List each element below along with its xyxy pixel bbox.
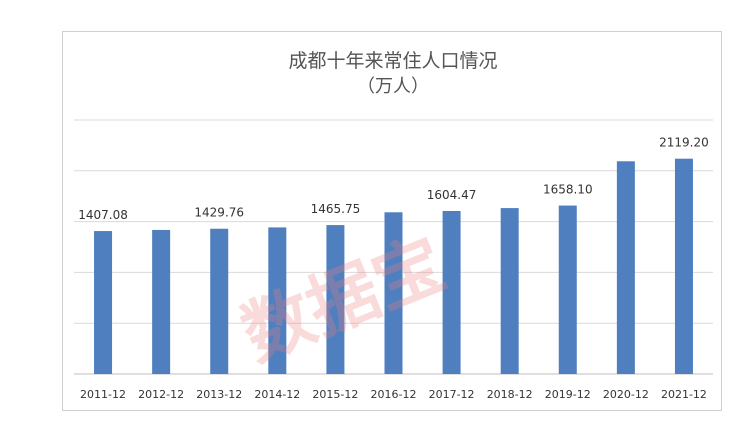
- bar-2011-12: [94, 231, 113, 374]
- x-tick-2018-12: 2018-12: [487, 388, 533, 401]
- x-tick-2021-12: 2021-12: [661, 388, 707, 401]
- data-label-2019-12: 1658.10: [543, 183, 593, 197]
- data-label-2021-12: 2119.20: [659, 136, 709, 150]
- data-labels: 1407.08 1429.76 1465.75 1604.47 1658.10 2119.…: [78, 136, 709, 222]
- bar-2017-12: [442, 210, 461, 374]
- x-tick-2012-12: 2012-12: [138, 388, 184, 401]
- bar-2016-12: [384, 212, 403, 374]
- x-tick-2017-12: 2017-12: [429, 388, 475, 401]
- data-label-2015-12: 1465.75: [311, 202, 361, 216]
- bar-2021-12: [674, 158, 693, 374]
- data-label-2011-12: 1407.08: [78, 208, 128, 222]
- chart-title: 成都十年来常住人口情况: [288, 50, 497, 72]
- x-tick-2020-12: 2020-12: [603, 388, 649, 401]
- data-label-2017-12: 1604.47: [427, 188, 477, 202]
- chart-subtitle: （万人）: [357, 76, 429, 97]
- x-tick-2015-12: 2015-12: [312, 388, 358, 401]
- bar-2014-12: [268, 227, 287, 374]
- bar-2015-12: [326, 225, 345, 374]
- bar-2020-12: [616, 161, 635, 374]
- x-tick-labels: 2011-12 2012-12 2013-12 2014-12 2015-12 2016-…: [80, 388, 707, 401]
- bar-2012-12: [152, 229, 171, 374]
- x-tick-2013-12: 2013-12: [196, 388, 242, 401]
- data-label-2013-12: 1429.76: [194, 206, 244, 220]
- x-tick-2016-12: 2016-12: [371, 388, 417, 401]
- bar-2013-12: [210, 228, 229, 374]
- bar-chart: 成都十年来常住人口情况 （万人） 1407.08 1429.76 1465.75 16…: [74, 50, 713, 401]
- chart-frame: 成都十年来常住人口情况 （万人） 1407.08 1429.76 1465.75 16…: [62, 31, 722, 411]
- x-tick-2011-12: 2011-12: [80, 388, 126, 401]
- x-tick-2019-12: 2019-12: [545, 388, 591, 401]
- bars: [94, 158, 693, 374]
- bar-2018-12: [500, 208, 519, 374]
- bar-2019-12: [558, 205, 577, 374]
- x-tick-2014-12: 2014-12: [254, 388, 300, 401]
